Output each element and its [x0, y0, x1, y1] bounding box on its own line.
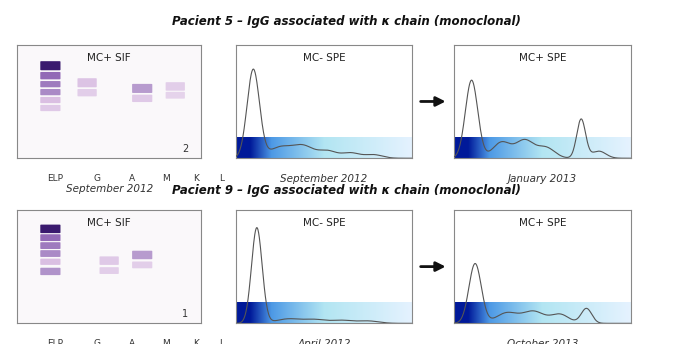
Text: M: M: [162, 174, 170, 183]
FancyBboxPatch shape: [40, 250, 60, 257]
Text: A: A: [129, 174, 134, 183]
Text: L: L: [219, 339, 225, 344]
Text: September 2012: September 2012: [281, 174, 367, 184]
Text: MC+ SPE: MC+ SPE: [518, 53, 566, 63]
FancyBboxPatch shape: [166, 92, 185, 99]
Text: MC- SPE: MC- SPE: [303, 53, 345, 63]
FancyBboxPatch shape: [40, 97, 60, 103]
FancyBboxPatch shape: [132, 261, 152, 268]
FancyBboxPatch shape: [132, 95, 152, 102]
Text: MC+ SIF: MC+ SIF: [87, 218, 131, 228]
FancyBboxPatch shape: [132, 251, 152, 259]
FancyBboxPatch shape: [78, 89, 97, 96]
Text: K: K: [193, 339, 199, 344]
Text: April 2012: April 2012: [297, 339, 351, 344]
FancyBboxPatch shape: [100, 256, 119, 265]
Text: Pacient 9 – IgG associated with κ chain (monoclonal): Pacient 9 – IgG associated with κ chain …: [172, 184, 521, 197]
FancyBboxPatch shape: [166, 82, 185, 91]
FancyBboxPatch shape: [132, 84, 152, 93]
Text: January 2013: January 2013: [508, 174, 577, 184]
Text: L: L: [219, 174, 225, 183]
Text: ELP: ELP: [47, 339, 64, 344]
FancyBboxPatch shape: [40, 89, 60, 95]
FancyBboxPatch shape: [40, 81, 60, 87]
Text: Pacient 5 – IgG associated with κ chain (monoclonal): Pacient 5 – IgG associated with κ chain …: [172, 15, 521, 29]
FancyBboxPatch shape: [40, 61, 60, 70]
Text: A: A: [129, 339, 134, 344]
Text: G: G: [94, 174, 100, 183]
FancyBboxPatch shape: [40, 225, 60, 233]
FancyBboxPatch shape: [40, 234, 60, 241]
Text: MC+ SPE: MC+ SPE: [518, 218, 566, 228]
FancyBboxPatch shape: [40, 105, 60, 111]
Text: 1: 1: [182, 309, 188, 319]
FancyBboxPatch shape: [40, 242, 60, 249]
Text: MC+ SIF: MC+ SIF: [87, 53, 131, 63]
Text: MC- SPE: MC- SPE: [303, 218, 345, 228]
Text: M: M: [162, 339, 170, 344]
Text: G: G: [94, 339, 100, 344]
FancyBboxPatch shape: [40, 268, 60, 275]
Text: October 2013: October 2013: [507, 339, 578, 344]
FancyBboxPatch shape: [100, 267, 119, 274]
FancyBboxPatch shape: [40, 259, 60, 265]
Text: 2: 2: [182, 144, 188, 154]
FancyBboxPatch shape: [40, 72, 60, 79]
FancyBboxPatch shape: [78, 78, 97, 87]
Text: ELP: ELP: [47, 174, 64, 183]
Text: K: K: [193, 174, 199, 183]
Text: September 2012: September 2012: [66, 184, 152, 194]
